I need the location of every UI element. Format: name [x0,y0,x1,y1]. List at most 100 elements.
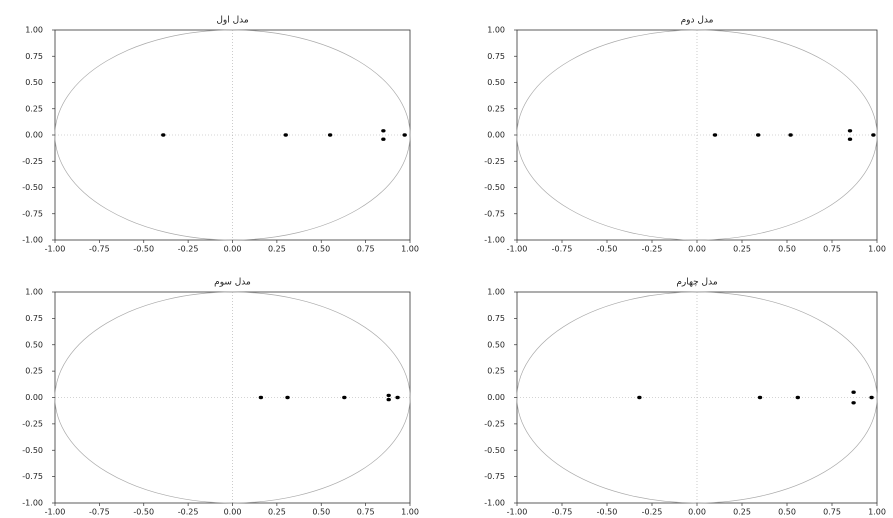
x-tick-label: 0.75 [823,245,841,254]
y-tick-label: 1.00 [25,288,43,297]
y-tick-label: 0.50 [25,78,43,87]
point [402,133,406,136]
chart-title: مدل دوم [681,16,714,26]
y-tick-label: 1.00 [487,26,505,35]
x-tick-label: 0.00 [688,245,706,254]
y-tick-label: -0.50 [484,446,505,455]
y-tick-label: 0.25 [487,367,505,376]
point [756,133,760,136]
y-tick-label: 0.00 [25,393,43,402]
y-tick-label: -0.75 [484,209,505,218]
x-tick-label: 0.75 [823,508,841,517]
x-tick-label: -0.25 [178,245,199,254]
x-tick-label: -0.50 [597,245,618,254]
y-tick-label: -0.50 [22,183,43,192]
point [342,396,346,399]
x-tick-label: 0.75 [357,508,375,517]
x-tick-label: -1.00 [507,508,528,517]
y-tick-label: 0.25 [487,104,505,113]
point [285,396,289,399]
y-tick-label: 0.75 [25,52,43,61]
x-tick-label: 0.00 [224,245,242,254]
y-tick-label: 0.25 [25,367,43,376]
x-tick-label: -0.75 [89,508,110,517]
y-tick-label: -0.25 [22,157,43,166]
y-tick-label: 0.75 [487,314,505,323]
x-tick-label: -0.50 [133,508,154,517]
x-tick-label: 0.25 [733,508,751,517]
y-tick-label: -1.00 [484,499,505,508]
x-tick-label: -0.25 [642,245,663,254]
y-tick-label: -0.75 [22,209,43,218]
chart-title: مدل اول [216,16,249,26]
y-tick-label: 1.00 [487,288,505,297]
x-tick-label: -0.75 [89,245,110,254]
x-tick-label: 0.50 [312,245,330,254]
y-tick-label: 0.50 [487,340,505,349]
point [869,396,873,399]
x-tick-label: -0.75 [552,508,573,517]
x-tick-label: 0.00 [224,508,242,517]
chart-title: مدل چهارم [676,278,717,288]
x-tick-label: 0.50 [778,508,796,517]
x-tick-label: -0.25 [642,508,663,517]
y-tick-label: 0.00 [487,131,505,140]
y-tick-label: -0.75 [484,472,505,481]
y-tick-label: -0.25 [484,419,505,428]
y-tick-label: -0.75 [22,472,43,481]
x-tick-label: 0.00 [688,508,706,517]
point [713,133,717,136]
point [851,401,855,404]
x-tick-label: 0.25 [733,245,751,254]
y-tick-label: -0.25 [22,419,43,428]
point [796,396,800,399]
x-tick-label: -0.25 [178,508,199,517]
point [758,396,762,399]
y-tick-label: 0.50 [25,340,43,349]
x-tick-label: -1.00 [45,508,66,517]
y-tick-label: -1.00 [22,236,43,245]
y-tick-label: 0.50 [487,78,505,87]
point [848,138,852,141]
y-tick-label: 0.00 [487,393,505,402]
point [387,394,391,397]
point [381,129,385,132]
y-tick-label: -0.25 [484,157,505,166]
point [161,133,165,136]
y-tick-label: 0.75 [487,52,505,61]
x-tick-label: -0.50 [597,508,618,517]
x-tick-label: 1.00 [868,508,886,517]
point [848,129,852,132]
x-tick-label: -0.75 [552,245,573,254]
x-tick-label: 0.50 [778,245,796,254]
point [871,133,875,136]
point [395,396,399,399]
point [259,396,263,399]
x-tick-label: 0.25 [268,508,286,517]
x-tick-label: 1.00 [868,245,886,254]
point [284,133,288,136]
y-tick-label: 0.00 [25,131,43,140]
point [788,133,792,136]
point [381,138,385,141]
point [637,396,641,399]
x-tick-label: 0.25 [268,245,286,254]
x-tick-label: 0.50 [312,508,330,517]
x-tick-label: -1.00 [507,245,528,254]
x-tick-label: -0.50 [133,245,154,254]
y-tick-label: -0.50 [22,446,43,455]
chart-grid: مدل اول -1.00 -0.75 -0.50 -0.25 0.00 0.25 0.50 0… [0,0,893,518]
x-tick-label: 1.00 [401,508,419,517]
y-tick-label: 0.75 [25,314,43,323]
chart-title: مدل سوم [214,278,251,288]
y-tick-label: -0.50 [484,183,505,192]
point [387,398,391,401]
point [851,391,855,394]
y-tick-label: -1.00 [484,236,505,245]
x-tick-label: 0.75 [357,245,375,254]
x-tick-label: 1.00 [401,245,419,254]
y-tick-label: 1.00 [25,26,43,35]
point [328,133,332,136]
y-tick-label: 0.25 [25,104,43,113]
y-tick-label: -1.00 [22,499,43,508]
